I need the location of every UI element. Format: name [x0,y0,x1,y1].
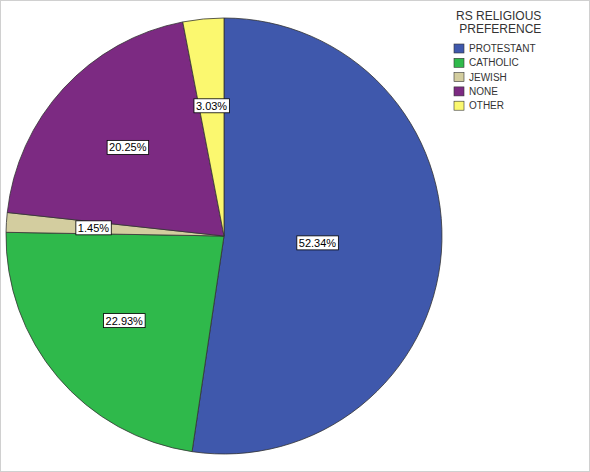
legend: RS RELIGIOUS PREFERENCE PROTESTANT CATHOLI… [454,9,541,111]
data-label-box [107,140,149,154]
data-label-group: 52.34% [297,236,339,250]
legend-swatch [454,101,464,110]
data-label-group: 20.25% [107,140,149,154]
legend-label: PROTESTANT [469,43,535,54]
legend-title: RS RELIGIOUS PREFERENCE [456,9,541,36]
data-labels: 52.34% 22.93% 1.45% 20.25% 3.03% [76,99,339,328]
frame [1,1,590,472]
data-label-box [76,221,111,235]
data-label-box [297,236,339,250]
chart: 52.34% 22.93% 1.45% 20.25% 3.03% RS RELIGIOUS… [0,0,590,472]
data-label: 3.03% [196,100,227,112]
data-label: 20.25% [109,141,147,153]
data-label-box [194,99,229,113]
legend-swatch [454,44,464,53]
data-label-group: 3.03% [194,99,229,113]
pie-slice [6,232,224,451]
data-label-box [104,314,146,328]
data-label: 1.45% [78,222,109,234]
data-label: 52.34% [299,237,337,249]
legend-label: NONE [469,86,498,97]
legend-label: CATHOLIC [469,57,519,68]
legend-label: OTHER [469,100,504,111]
legend-swatch [454,58,464,67]
data-label-group: 22.93% [104,314,146,328]
legend-title-line: PREFERENCE [456,22,541,36]
pie-slice [183,18,224,236]
data-label: 22.93% [106,315,144,327]
slices [6,18,442,454]
legend-swatch [454,73,464,82]
pie-slice [192,18,442,454]
legend-label: JEWISH [469,72,507,83]
data-label-group: 1.45% [76,221,111,235]
legend-swatch [454,87,464,96]
legend-title-line: RS RELIGIOUS [456,9,541,23]
